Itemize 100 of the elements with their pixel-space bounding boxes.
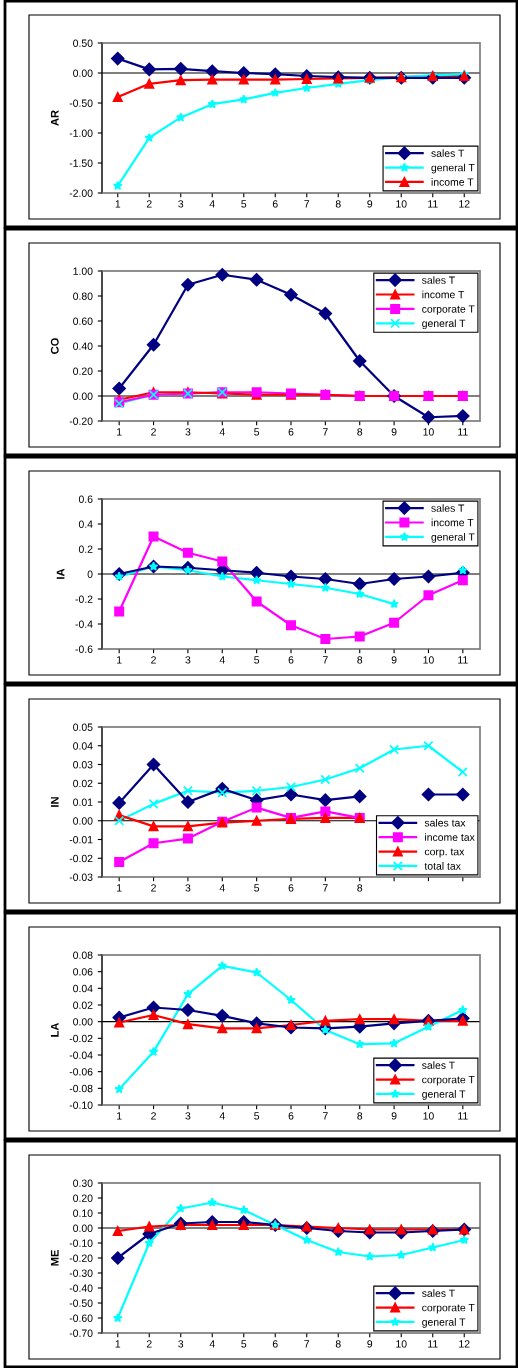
- y-tick-label: -0.70: [69, 1329, 93, 1337]
- y-tick-label: 0.30: [73, 1179, 93, 1187]
- legend-label: general T: [422, 1318, 466, 1328]
- y-tick-label: -0.2: [75, 595, 93, 603]
- x-tick-label: 10: [423, 428, 434, 436]
- legend-label: general T: [422, 319, 466, 330]
- x-tick-label: 7: [323, 884, 328, 892]
- x-tick-label: 11: [458, 1112, 468, 1120]
- y-tick-label: -1.00: [69, 129, 93, 137]
- x-tick-label: 7: [304, 200, 310, 208]
- x-tick-label: 11: [428, 200, 438, 208]
- x-tick-label: 10: [396, 200, 407, 208]
- y-tick-label: 0.4: [78, 520, 93, 528]
- x-tick-label: 6: [288, 656, 294, 664]
- y-tick-label: 0.20: [73, 367, 93, 375]
- x-tick-label: 4: [219, 1112, 225, 1120]
- x-tick-label: 4: [219, 656, 225, 664]
- legend-label: sales T: [422, 1289, 455, 1297]
- legend-label: sales tax: [424, 818, 466, 827]
- y-tick-label: 0.02: [73, 779, 93, 788]
- x-tick-label: 9: [391, 656, 397, 664]
- x-tick-label: 1: [115, 200, 121, 208]
- y-tick-label: 0.80: [73, 292, 93, 300]
- y-tick-label: 0.60: [73, 317, 93, 325]
- x-tick-label: 11: [458, 428, 468, 436]
- x-tick-label: 5: [254, 1112, 260, 1120]
- legend-label: sales T: [422, 276, 455, 284]
- y-axis-title: CO: [50, 338, 59, 354]
- x-tick-label: 8: [357, 1112, 363, 1120]
- x-tick-label: 7: [304, 1340, 310, 1348]
- y-tick-label: 0.05: [73, 723, 93, 731]
- legend-label: general T: [431, 533, 475, 543]
- x-tick-label: 1: [117, 1112, 122, 1120]
- x-tick-label: 7: [323, 1112, 328, 1120]
- x-tick-label: 6: [288, 884, 294, 892]
- y-tick-label: -0.02: [69, 1034, 93, 1043]
- legend-label: income tax: [425, 833, 475, 841]
- y-tick-label: 0.40: [73, 342, 93, 350]
- x-tick-label: 10: [423, 656, 434, 664]
- y-tick-label: 0.04: [73, 742, 93, 750]
- y-axis-title: ME: [50, 1250, 59, 1266]
- x-tick-label: 9: [391, 428, 397, 436]
- x-tick-label: 9: [367, 200, 373, 208]
- x-tick-label: 8: [357, 428, 363, 436]
- y-tick-label: -0.50: [69, 99, 93, 107]
- x-tick-label: 5: [254, 884, 260, 892]
- y-tick-label: -0.40: [69, 1284, 93, 1292]
- x-tick-label: 4: [219, 428, 225, 436]
- x-tick-label: 2: [146, 1340, 152, 1348]
- y-tick-label: 0.00: [73, 69, 93, 77]
- y-tick-label: 0.00: [73, 817, 93, 825]
- x-tick-label: 12: [459, 1340, 470, 1348]
- y-tick-label: 0.00: [73, 1018, 93, 1026]
- y-tick-label: 0.03: [73, 761, 93, 769]
- x-tick-label: 7: [323, 656, 328, 664]
- y-tick-label: 0.10: [73, 1209, 93, 1217]
- x-tick-label: 3: [178, 200, 184, 208]
- y-tick-label: -0.6: [75, 645, 93, 653]
- y-tick-label: 0.20: [73, 1194, 93, 1202]
- x-tick-label: 6: [288, 428, 294, 436]
- x-tick-label: 6: [272, 1340, 278, 1348]
- y-tick-label: -0.20: [69, 1254, 93, 1262]
- x-tick-label: 6: [272, 200, 278, 208]
- x-tick-label: 5: [254, 656, 260, 664]
- y-tick-label: 0.6: [78, 495, 93, 503]
- legend-label: corp. tax: [424, 848, 465, 858]
- y-tick-label: 0.01: [73, 798, 93, 806]
- legend-label: corporate T: [422, 1076, 475, 1086]
- x-tick-label: 3: [185, 884, 191, 892]
- y-tick-label: 0.08: [73, 951, 93, 959]
- y-tick-label: 0.00: [73, 392, 93, 400]
- y-tick-label: -0.04: [69, 1051, 93, 1059]
- x-tick-label: 5: [254, 428, 260, 436]
- legend-label: corporate T: [422, 1304, 475, 1314]
- y-tick-label: -0.4: [75, 620, 93, 628]
- y-tick-label: 0.50: [73, 39, 93, 47]
- y-tick-label: 0: [87, 570, 93, 578]
- x-tick-label: 9: [391, 1112, 397, 1120]
- x-tick-label: 11: [458, 656, 468, 664]
- x-tick-label: 2: [151, 1112, 156, 1120]
- x-tick-label: 3: [185, 1112, 191, 1120]
- x-tick-label: 9: [367, 1340, 373, 1348]
- y-tick-label: 1.00: [73, 267, 93, 275]
- x-tick-label: 11: [428, 1340, 438, 1348]
- legend-label: sales T: [431, 504, 465, 512]
- x-tick-label: 2: [151, 884, 156, 892]
- y-tick-label: 0.06: [73, 968, 93, 976]
- legend-label: general T: [431, 163, 475, 174]
- x-tick-label: 2: [146, 200, 152, 208]
- y-tick-label: -1.50: [69, 159, 93, 167]
- y-tick-label: -0.10: [69, 1101, 93, 1109]
- x-tick-label: 4: [219, 884, 225, 892]
- y-tick-label: -0.06: [69, 1068, 93, 1076]
- y-tick-label: -0.02: [69, 854, 93, 863]
- x-tick-label: 10: [423, 1112, 434, 1120]
- x-tick-label: 5: [241, 200, 247, 208]
- y-axis-title: IN: [50, 797, 59, 807]
- legend-label: corporate T: [422, 305, 475, 315]
- x-tick-label: 3: [178, 1340, 184, 1348]
- x-tick-label: 1: [115, 1340, 121, 1348]
